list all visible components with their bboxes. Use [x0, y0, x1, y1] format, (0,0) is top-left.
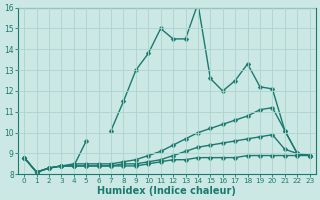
X-axis label: Humidex (Indice chaleur): Humidex (Indice chaleur)	[98, 186, 236, 196]
